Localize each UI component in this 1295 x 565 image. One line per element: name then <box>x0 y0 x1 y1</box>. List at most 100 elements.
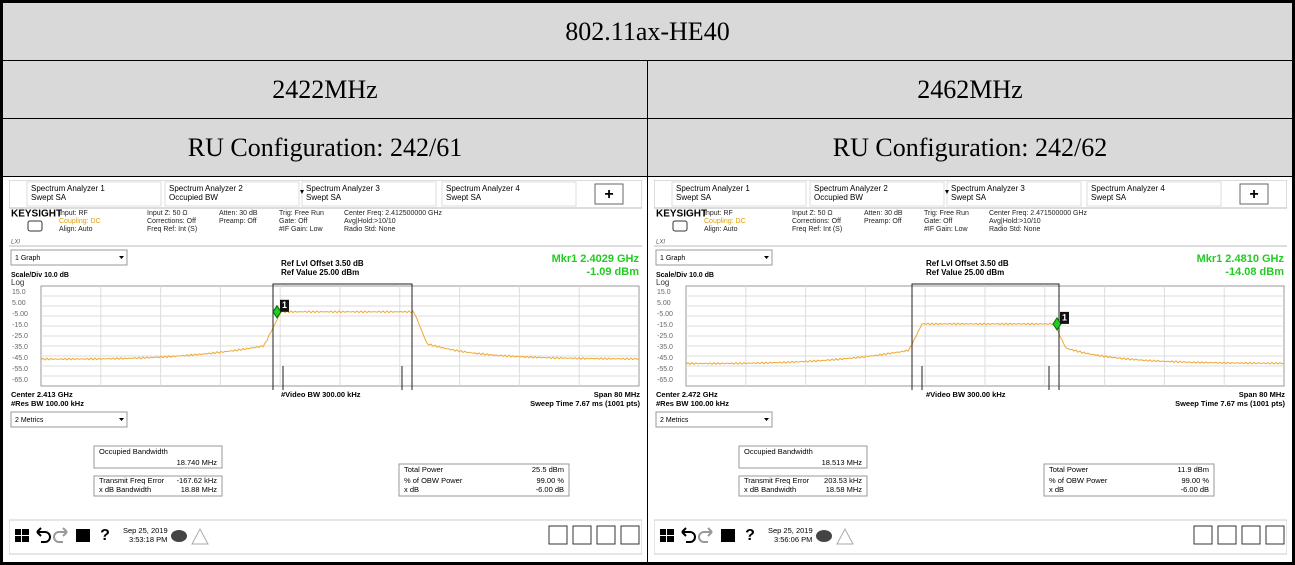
metrics-select[interactable] <box>655 411 772 428</box>
tab[interactable] <box>441 181 576 207</box>
y-label: 15.0 <box>12 289 26 296</box>
metric-value: 11.9 dBm <box>1177 465 1209 474</box>
tab[interactable] <box>946 181 1081 207</box>
tool-icon[interactable] <box>620 525 639 545</box>
metric-value: 18.740 MHz <box>176 458 217 467</box>
metric-label: x dB <box>404 485 419 494</box>
setting: Avg|Hold:>10/10 <box>344 218 396 225</box>
taskbar <box>8 519 642 555</box>
tool-icon[interactable] <box>548 525 567 545</box>
tab-arrow <box>944 190 949 195</box>
setting: Preamp: Off <box>864 218 902 225</box>
screenshot-cell: Spectrum Analyzer 1 Swept SA Spectrum Anal… <box>647 176 1294 564</box>
taskbar <box>653 519 1287 555</box>
tab[interactable] <box>809 181 944 207</box>
setting: Trig: Free Run <box>924 210 969 217</box>
warning-icon <box>835 528 854 545</box>
windows-icon <box>14 529 29 543</box>
tool-icon[interactable] <box>1265 525 1284 545</box>
scale-div: Scale/Div 10.0 dB <box>11 272 69 279</box>
metric-value: 18.88 MHz <box>180 485 217 494</box>
tool-icon[interactable] <box>1241 525 1260 545</box>
metrics-select[interactable] <box>10 411 127 428</box>
y-label: 15.0 <box>657 289 671 296</box>
metric-value: -6.00 dB <box>1180 485 1208 494</box>
y-label: -45.0 <box>657 355 673 362</box>
res-bw: #Res BW 100.00 kHz <box>11 399 84 408</box>
add-tab-button[interactable] <box>1239 183 1268 205</box>
tab-name: Spectrum Analyzer 2 <box>814 184 888 193</box>
graph-select[interactable] <box>655 249 772 266</box>
tab[interactable] <box>26 181 161 207</box>
metric-value: 99.00 % <box>1181 476 1209 485</box>
dropdown-arrow <box>763 418 769 422</box>
y-label: -5.00 <box>12 311 28 318</box>
marker-level: -1.09 dBm <box>586 266 639 278</box>
tab-name: Spectrum Analyzer 4 <box>1091 184 1165 193</box>
chat-icon <box>170 530 187 543</box>
setting: Avg|Hold:>10/10 <box>989 218 1041 225</box>
marker-id: 1 <box>281 300 286 310</box>
y-label: 5.00 <box>657 300 671 307</box>
center-frequency: Center 2.472 GHz <box>656 390 718 399</box>
y-label: -25.0 <box>657 333 673 340</box>
scale-div: Scale/Div 10.0 dB <box>656 272 714 279</box>
help: ? <box>745 528 755 545</box>
tab[interactable] <box>301 181 436 207</box>
add-tab-label: + <box>1249 187 1258 204</box>
tab[interactable] <box>671 181 806 207</box>
setting: Atten: 30 dB <box>864 210 903 217</box>
trace <box>40 310 639 361</box>
ref-value: Ref Value 25.00 dBm <box>926 268 1004 277</box>
graph-select-label: 1 Graph <box>660 255 685 262</box>
setting: Align: Auto <box>59 226 93 233</box>
tool-icon[interactable] <box>1193 525 1212 545</box>
tool-icon[interactable] <box>572 525 591 545</box>
ru-cell: RU Configuration: 242/62 <box>647 118 1294 178</box>
warning-icon <box>190 528 209 545</box>
metric-label: % of OBW Power <box>1049 476 1108 485</box>
tab-mode: Occupied BW <box>169 193 218 202</box>
metric-label: x dB <box>1049 485 1064 494</box>
setting: Center Freq: 2.471500000 GHz <box>989 210 1088 217</box>
metric-label: Total Power <box>1049 465 1089 474</box>
ref-offset: Ref Lvl Offset 3.50 dB <box>281 259 364 268</box>
help: ? <box>100 528 110 545</box>
tab-mode: Swept SA <box>1091 193 1127 202</box>
metric-value: -6.00 dB <box>535 485 563 494</box>
graph-select-label: 1 Graph <box>15 255 40 262</box>
ru-configuration: RU Configuration: 242/62 <box>832 132 1108 162</box>
y-label: -15.0 <box>657 322 673 329</box>
setting: Freq Ref: Int (S) <box>147 226 197 233</box>
setting: Coupling: DC <box>704 218 746 225</box>
dropdown-arrow <box>118 418 124 422</box>
metric-value: 203.53 kHz <box>824 476 862 485</box>
sweep-time: Sweep Time 7.67 ms (1001 pts) <box>530 399 640 408</box>
marker-box <box>279 300 289 313</box>
setting: Freq Ref: Int (S) <box>792 226 842 233</box>
add-tab-button[interactable] <box>594 183 623 205</box>
lxi: LXI <box>11 240 20 246</box>
y-label: -35.0 <box>12 344 28 351</box>
tab[interactable] <box>1086 181 1221 207</box>
marker-id: 1 <box>1061 313 1066 323</box>
tab-mode: Swept SA <box>31 193 67 202</box>
metric-value: 99.00 % <box>536 476 564 485</box>
setting: Center Freq: 2.412500000 GHz <box>344 210 443 217</box>
metric-label: x dB Bandwidth <box>99 485 151 494</box>
redo-icon <box>52 527 68 544</box>
tool-icon[interactable] <box>1217 525 1236 545</box>
tab[interactable] <box>164 181 299 207</box>
trace <box>685 322 1284 366</box>
center-frequency: Center 2.413 GHz <box>11 390 73 399</box>
y-label: -5.00 <box>657 311 673 318</box>
ref-offset: Ref Lvl Offset 3.50 dB <box>926 259 1009 268</box>
tool-icon[interactable] <box>596 525 615 545</box>
y-label: -65.0 <box>657 377 673 384</box>
tab-arrow <box>299 190 304 195</box>
frequency-cell: 2462MHz <box>647 60 1294 120</box>
graph-select[interactable] <box>10 249 127 266</box>
